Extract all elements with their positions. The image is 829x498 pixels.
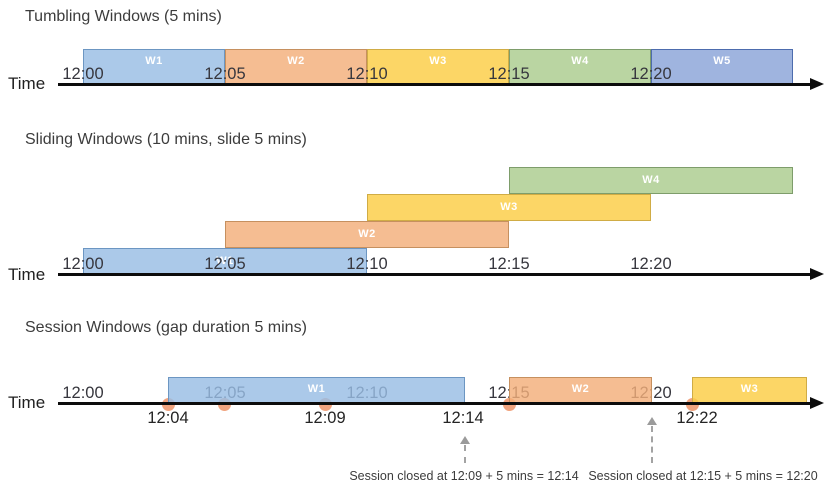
axis-tick-label: 12:00 [62,65,104,83]
window-label: W3 [500,200,518,213]
window-label: W2 [287,55,305,67]
axis-tick-label: 12:20 [630,255,672,273]
window-bar-w1: W1 [168,377,465,403]
sliding-windows-title: Sliding Windows (10 mins, slide 5 mins) [25,131,307,148]
window-bar-w1: W1 [83,49,225,84]
axis-tick-label: 12:00 [62,384,104,402]
window-label: W1 [307,383,326,395]
window-bar-w2: W2 [509,377,652,403]
window-label: W5 [713,55,731,67]
event-time-label: 12:04 [147,409,189,427]
arrow-up-icon [647,417,657,425]
dashed-stem [651,426,653,463]
time-axis-line-sliding [58,273,810,276]
arrowhead-icon-session [810,397,824,409]
time-axis-label-session: Time [8,393,46,412]
time-axis-label-tumbling: Time [8,74,46,93]
window-label: W1 [145,55,163,67]
session-close-caption: Session closed at 12:15 + 5 mins = 12:20 [588,469,818,483]
axis-tick-label: 12:05 [204,255,246,273]
session-close-arrow [459,436,471,463]
time-axis-line-tumbling [58,83,810,86]
tumbling-windows-title: Tumbling Windows (5 mins) [25,8,222,25]
axis-tick-label: 12:15 [488,65,530,83]
window-label: W3 [740,383,759,395]
event-time-label: 12:22 [676,409,718,427]
window-label: W2 [358,227,376,240]
arrow-up-icon [460,436,470,444]
time-axis-line-session [58,402,810,405]
axis-tick-label: 12:10 [346,65,388,83]
session-close-caption: Session closed at 12:09 + 5 mins = 12:14 [349,469,579,483]
time-axis-label-sliding: Time [8,265,46,284]
window-label: W1 [216,254,234,267]
axis-tick-label: 12:00 [62,255,104,273]
session-close-arrow [646,417,658,463]
window-label: W4 [642,173,660,186]
window-bar-w3: W3 [367,194,651,221]
event-time-label: 12:09 [304,409,346,427]
window-bar-w3: W3 [692,377,807,403]
event-time-label: 12:14 [442,409,484,427]
window-bar-w2: W2 [225,221,509,248]
window-label: W2 [571,383,590,395]
axis-tick-label: 12:10 [346,255,388,273]
axis-tick-label: 12:20 [630,65,672,83]
axis-tick-label: 12:05 [204,65,246,83]
arrowhead-icon-tumbling [810,78,824,90]
window-label: W3 [429,55,447,67]
window-bar-w4: W4 [509,167,793,194]
dashed-stem [464,445,466,463]
window-bar-w5: W5 [651,49,793,84]
session-windows-title: Session Windows (gap duration 5 mins) [25,319,307,336]
axis-tick-label: 12:15 [488,255,530,273]
arrowhead-icon-sliding [810,268,824,280]
window-bar-w3: W3 [367,49,509,84]
window-label: W4 [571,55,589,67]
